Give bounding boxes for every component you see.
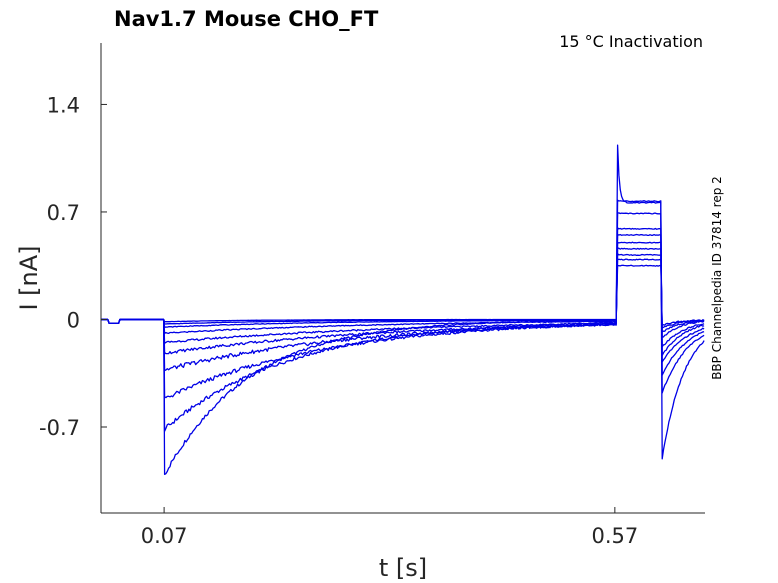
current-trace-2: [101, 199, 705, 432]
chart-subtitle: 15 °C Inactivation: [559, 32, 703, 51]
current-trace-6: [101, 241, 705, 348]
chart-title: Nav1.7 Mouse CHO_FT: [114, 7, 379, 31]
side-note-label: BBP Channelpedia ID 37814 rep 2: [710, 176, 724, 380]
y-tick-label: -0.7: [39, 416, 80, 440]
current-trace-5: [101, 233, 705, 357]
x-tick-label: 0.07: [141, 524, 188, 548]
y-tick-label: 1.4: [47, 93, 80, 117]
current-trace-7: [101, 247, 705, 338]
traces-group: [101, 144, 705, 476]
y-tick-label: 0: [67, 308, 80, 332]
current-trace-10: [101, 264, 705, 326]
ticks-group: 0.07 0.57 1.4 0.7 0 -0.7: [39, 93, 638, 548]
current-trace-4: [101, 227, 705, 372]
y-tick-label: 0.7: [47, 201, 80, 225]
y-axis-label: I [nA]: [15, 245, 43, 310]
x-tick-label: 0.57: [591, 524, 638, 548]
x-axis-label: t [s]: [379, 554, 427, 582]
plot-area: 0.07 0.57 1.4 0.7 0 -0.7: [39, 43, 705, 548]
